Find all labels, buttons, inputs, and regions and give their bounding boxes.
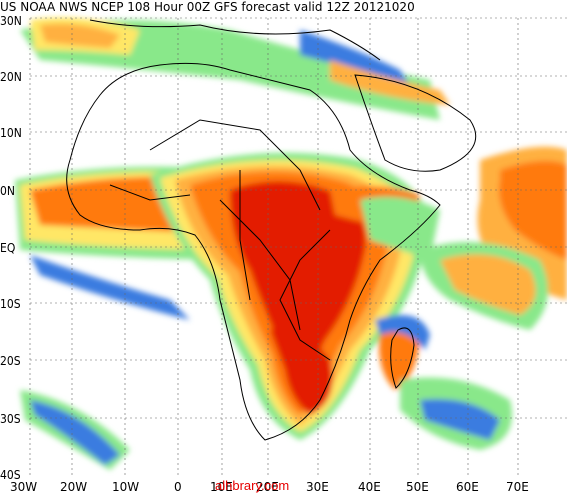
precip-madagascar-blue: [375, 315, 430, 350]
map-title: US NOAA NWS NCEP 108 Hour 00Z GFS foreca…: [0, 0, 415, 14]
lat-label-40s: 40S: [0, 468, 21, 482]
lon-label-20w: 20W: [60, 480, 88, 494]
lon-label-50e: 50E: [406, 480, 429, 494]
precip-north-streak-blue: [300, 30, 410, 85]
watermark: alhbrary.com: [215, 478, 290, 493]
lon-label-30e: 30E: [306, 480, 329, 494]
lat-label-20s: 20S: [0, 354, 21, 368]
lat-label-eq: EQ: [0, 241, 16, 255]
precip-west-blue: [30, 255, 190, 320]
lat-label-20n: 20N: [0, 70, 22, 84]
precip-layer: [15, 17, 567, 470]
precip-sw-blue: [30, 400, 120, 465]
precip-io-red: [499, 161, 567, 260]
lat-label-30n: 30N: [0, 14, 22, 28]
precip-northwest-orange: [40, 23, 120, 48]
precip-central-red: [230, 181, 366, 400]
lon-label-10w: 10W: [112, 480, 140, 494]
precip-south-blue: [420, 399, 500, 440]
lon-label-70e: 70E: [506, 480, 529, 494]
precip-io-orange-2: [440, 254, 536, 315]
lat-label-30s: 30S: [0, 412, 21, 426]
lon-label-10e: 10E: [210, 480, 233, 494]
graticule: [29, 17, 567, 478]
coastlines: [66, 19, 477, 441]
lon-label-40e: 40E: [358, 480, 381, 494]
lon-label-60e: 60E: [456, 480, 479, 494]
lon-label-20e: 20E: [256, 480, 279, 494]
precip-east-green: [360, 196, 440, 260]
lat-label-10n: 10N: [0, 126, 22, 140]
lon-label-0: 0: [174, 480, 182, 494]
precip-madagascar: [379, 324, 420, 390]
lat-label-10s: 10S: [0, 297, 21, 311]
precip-central-red-2: [270, 328, 333, 415]
lon-label-30w: 30W: [10, 480, 38, 494]
precip-north-streak-orange: [330, 60, 450, 105]
lat-label-0n: 0N: [0, 184, 15, 198]
